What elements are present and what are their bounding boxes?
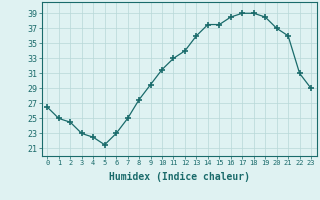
X-axis label: Humidex (Indice chaleur): Humidex (Indice chaleur)	[109, 172, 250, 182]
